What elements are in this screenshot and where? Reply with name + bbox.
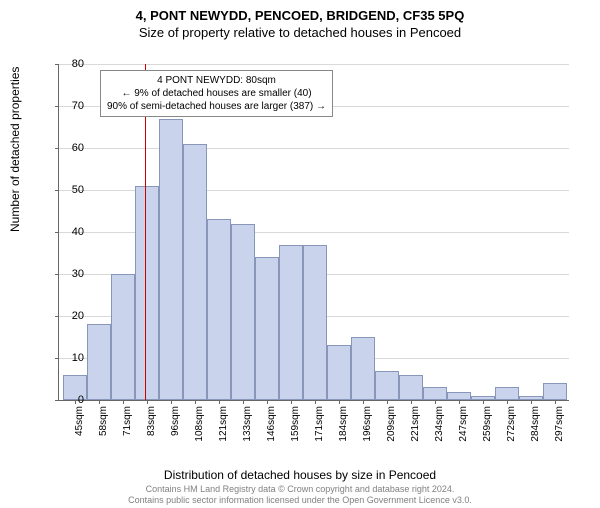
- y-tick-label: 10: [54, 352, 84, 364]
- x-tick-mark: [99, 400, 100, 404]
- x-tick-label: 121sqm: [218, 406, 229, 456]
- y-tick-label: 50: [54, 184, 84, 196]
- histogram-bar: [87, 324, 111, 400]
- x-tick-mark: [435, 400, 436, 404]
- gridline: [59, 148, 569, 149]
- y-tick-label: 80: [54, 58, 84, 70]
- x-tick-label: 184sqm: [338, 406, 349, 456]
- x-tick-label: 259sqm: [482, 406, 493, 456]
- y-tick-label: 30: [54, 268, 84, 280]
- x-tick-mark: [291, 400, 292, 404]
- annotation-line: 4 PONT NEWYDD: 80sqm: [107, 74, 326, 87]
- x-tick-label: 234sqm: [434, 406, 445, 456]
- x-tick-mark: [267, 400, 268, 404]
- x-tick-mark: [555, 400, 556, 404]
- x-tick-label: 146sqm: [266, 406, 277, 456]
- footer-line1: Contains HM Land Registry data © Crown c…: [0, 484, 600, 495]
- x-tick-mark: [195, 400, 196, 404]
- x-tick-mark: [123, 400, 124, 404]
- x-tick-mark: [507, 400, 508, 404]
- chart-title: 4, PONT NEWYDD, PENCOED, BRIDGEND, CF35 …: [0, 8, 600, 23]
- histogram-bar: [447, 392, 471, 400]
- y-axis-label: Number of detached properties: [8, 67, 22, 232]
- x-tick-label: 284sqm: [530, 406, 541, 456]
- footer-attribution: Contains HM Land Registry data © Crown c…: [0, 484, 600, 506]
- y-tick-label: 40: [54, 226, 84, 238]
- histogram-bar: [303, 245, 327, 400]
- x-tick-label: 83sqm: [146, 406, 157, 456]
- x-tick-mark: [411, 400, 412, 404]
- histogram-bar: [183, 144, 207, 400]
- histogram-bar: [159, 119, 183, 400]
- annotation-line: 90% of semi-detached houses are larger (…: [107, 100, 326, 113]
- histogram-bar: [279, 245, 303, 400]
- annotation-box: 4 PONT NEWYDD: 80sqm← 9% of detached hou…: [100, 70, 333, 117]
- x-tick-label: 96sqm: [170, 406, 181, 456]
- x-tick-mark: [459, 400, 460, 404]
- histogram-bar: [255, 257, 279, 400]
- y-tick-label: 0: [54, 394, 84, 406]
- x-tick-mark: [243, 400, 244, 404]
- x-tick-label: 108sqm: [194, 406, 205, 456]
- chart-area: 4 PONT NEWYDD: 80sqm← 9% of detached hou…: [58, 64, 568, 400]
- x-tick-mark: [219, 400, 220, 404]
- x-tick-label: 45sqm: [74, 406, 85, 456]
- x-tick-label: 133sqm: [242, 406, 253, 456]
- x-tick-label: 58sqm: [98, 406, 109, 456]
- annotation-line: ← 9% of detached houses are smaller (40): [107, 87, 326, 100]
- x-tick-label: 247sqm: [458, 406, 469, 456]
- chart-subtitle: Size of property relative to detached ho…: [0, 25, 600, 40]
- histogram-bar: [327, 345, 351, 400]
- x-tick-mark: [531, 400, 532, 404]
- y-tick-label: 70: [54, 100, 84, 112]
- x-tick-label: 272sqm: [506, 406, 517, 456]
- histogram-bar: [207, 219, 231, 400]
- x-tick-mark: [315, 400, 316, 404]
- histogram-bar: [495, 387, 519, 400]
- x-tick-label: 297sqm: [554, 406, 565, 456]
- x-axis-label: Distribution of detached houses by size …: [0, 468, 600, 482]
- y-tick-label: 20: [54, 310, 84, 322]
- histogram-bar: [231, 224, 255, 400]
- histogram-bar: [135, 186, 159, 400]
- x-tick-mark: [339, 400, 340, 404]
- x-tick-mark: [387, 400, 388, 404]
- x-tick-label: 209sqm: [386, 406, 397, 456]
- histogram-bar: [423, 387, 447, 400]
- histogram-bar: [351, 337, 375, 400]
- histogram-bar: [399, 375, 423, 400]
- histogram-bar: [543, 383, 567, 400]
- x-tick-mark: [483, 400, 484, 404]
- x-tick-label: 196sqm: [362, 406, 373, 456]
- x-tick-mark: [363, 400, 364, 404]
- gridline: [59, 64, 569, 65]
- x-tick-label: 159sqm: [290, 406, 301, 456]
- x-tick-mark: [147, 400, 148, 404]
- footer-line2: Contains public sector information licen…: [0, 495, 600, 506]
- x-tick-label: 171sqm: [314, 406, 325, 456]
- histogram-bar: [375, 371, 399, 400]
- y-tick-label: 60: [54, 142, 84, 154]
- x-tick-mark: [171, 400, 172, 404]
- histogram-bar: [111, 274, 135, 400]
- x-tick-label: 221sqm: [410, 406, 421, 456]
- x-tick-label: 71sqm: [122, 406, 133, 456]
